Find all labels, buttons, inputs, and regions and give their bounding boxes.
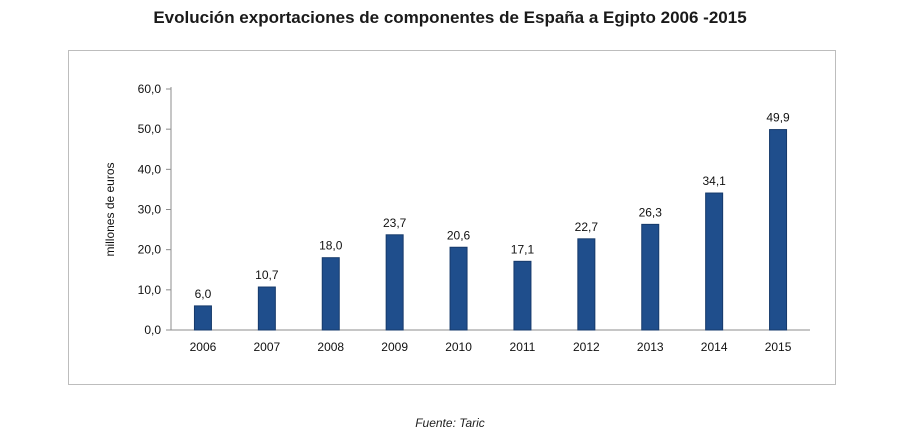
bar	[321, 257, 340, 331]
x-tick-label: 2006	[190, 340, 217, 354]
data-label: 18,0	[319, 239, 343, 253]
source-note: Fuente: Taric	[415, 416, 485, 430]
data-label: 49,9	[766, 111, 790, 125]
x-tick-label: 2014	[701, 340, 728, 354]
x-tick-label: 2009	[381, 340, 408, 354]
bar	[513, 260, 532, 331]
data-label: 22,7	[575, 220, 599, 234]
data-label: 17,1	[511, 242, 535, 256]
data-label: 34,1	[702, 174, 726, 188]
bar	[577, 238, 596, 331]
bar	[257, 286, 276, 331]
bar	[385, 234, 404, 331]
data-label: 6,0	[195, 287, 212, 301]
x-tick-label: 2007	[253, 340, 280, 354]
y-tick-label: 0,0	[144, 323, 161, 337]
x-tick-label: 2012	[573, 340, 600, 354]
bar	[641, 223, 660, 331]
y-tick-label: 10,0	[138, 283, 162, 297]
chart-title: Evolución exportaciones de componentes d…	[153, 8, 747, 27]
x-tick-label: 2010	[445, 340, 472, 354]
data-label: 26,3	[639, 205, 663, 219]
y-tick-label: 20,0	[138, 243, 162, 257]
y-tick-label: 60,0	[138, 82, 162, 96]
y-tick-label: 30,0	[138, 203, 162, 217]
bar	[193, 305, 212, 331]
bar	[769, 129, 788, 331]
data-label: 20,6	[447, 228, 471, 242]
x-tick-label: 2011	[510, 340, 536, 354]
y-tick-label: 50,0	[138, 122, 162, 136]
x-tick-label: 2008	[317, 340, 344, 354]
data-label: 23,7	[383, 216, 407, 230]
y-axis-label: millones de euros	[103, 162, 117, 256]
y-tick-label: 40,0	[138, 162, 162, 176]
bar	[449, 246, 468, 331]
bar	[705, 192, 724, 331]
data-label: 10,7	[255, 268, 279, 282]
x-tick-label: 2015	[765, 340, 792, 354]
bar-chart: 0,0 10,0 20,0 30,0 40,0 50,0 60,0 millones de e…	[103, 82, 810, 354]
x-tick-label: 2013	[637, 340, 664, 354]
